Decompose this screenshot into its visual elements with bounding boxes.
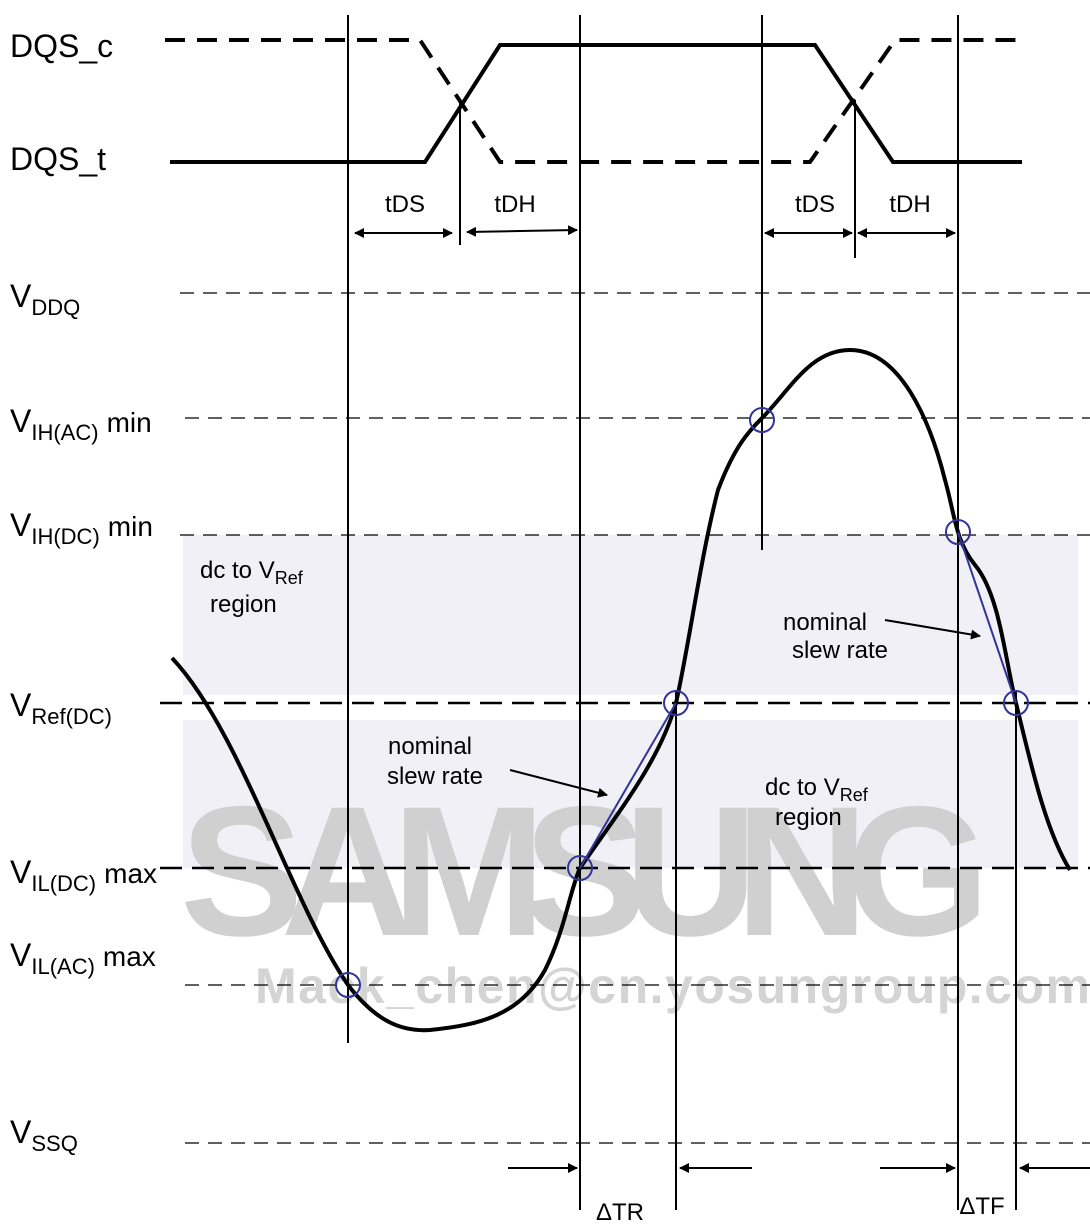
timing-label: tDS [795, 191, 835, 218]
signal-labels: DQS_c DQS_t [10, 28, 113, 177]
diagram-line [466, 226, 521, 237]
delta-label: ΔTF [959, 1193, 1004, 1220]
label-part: V [10, 854, 32, 890]
label-part: Ref [275, 568, 304, 588]
label-part: min [107, 407, 152, 438]
diagram-line: VRef(DC) [10, 687, 112, 729]
diagram-line: VIH(DC) min [10, 507, 153, 549]
label-part: min [108, 511, 153, 542]
label-part: Ref(DC) [31, 704, 112, 729]
label-part: max [104, 858, 157, 889]
label-part: V [10, 278, 32, 314]
label-part: IL(DC) [31, 871, 96, 896]
label-part: DDQ [31, 295, 80, 320]
label-part: SSQ [31, 1131, 77, 1156]
slew-lines [335, 407, 1029, 998]
diagram-line: VIL(AC) max [10, 937, 156, 979]
label-part: max [103, 941, 156, 972]
label-part: IL(AC) [31, 954, 95, 979]
crossing-marker [663, 690, 689, 716]
timing-arrows [354, 225, 956, 238]
dqs-c-wave [165, 38, 1025, 164]
signal-label: DQS_c [10, 28, 113, 64]
delta-label: ΔTR [596, 1199, 644, 1226]
timing-label: tDH [889, 191, 930, 218]
diagram-line [519, 225, 578, 236]
region-label: dc to VRef region [200, 557, 304, 618]
label-part: V [10, 507, 32, 543]
label-part: nominal [388, 733, 472, 760]
input-waveform [170, 347, 1072, 1033]
slew-label: nominal slew rate [783, 609, 888, 664]
timing-label: tDS [385, 191, 425, 218]
diagram-line [957, 531, 1017, 704]
watermark-email: Mack_chen@cn.yosungroup.com [255, 958, 1090, 1014]
label-part: dc to V [765, 774, 840, 801]
slew-label: nominal slew rate [387, 733, 483, 790]
crossing-marker [945, 519, 971, 545]
diagram-line: VIH(AC) min [10, 403, 152, 445]
crossing-marker [335, 972, 361, 998]
label-part: V [10, 1114, 32, 1150]
label-part: region [775, 804, 842, 831]
vertical-lines [347, 15, 1017, 1210]
label-part: slew rate [387, 763, 483, 790]
label-part: dc to V [200, 557, 275, 584]
label-part: Ref [840, 785, 869, 805]
label-part: IH(DC) [31, 524, 99, 549]
pointer [884, 619, 981, 640]
level-labels: VDDQ VIH(AC) min VIH(DC) min VRef(DC) VIL(… [10, 278, 157, 1156]
label-part: V [10, 687, 32, 723]
label-part: slew rate [792, 637, 888, 664]
label-part: V [10, 403, 32, 439]
diagram-line: VIL(DC) max [10, 854, 157, 896]
diagram-line: VDDQ [10, 278, 80, 320]
crossing-marker [749, 407, 775, 433]
timing-label: tDH [494, 191, 535, 218]
crossing-marker [567, 855, 593, 881]
label-part: nominal [783, 609, 867, 636]
region-label: dc to VRef region [765, 774, 869, 831]
region-shade [183, 535, 1078, 695]
label-part: IH(AC) [31, 420, 98, 445]
diagram-line [579, 702, 677, 869]
watermark: SAMSUNG [180, 769, 990, 975]
dqs-t-wave [170, 43, 1022, 164]
label-part: region [210, 591, 277, 618]
levels [160, 292, 1090, 1144]
crossing-marker [1003, 690, 1029, 716]
signal-label: DQS_t [10, 141, 106, 177]
pointer [509, 769, 608, 798]
label-part: V [10, 937, 32, 973]
diagram-line: VSSQ [10, 1114, 78, 1156]
